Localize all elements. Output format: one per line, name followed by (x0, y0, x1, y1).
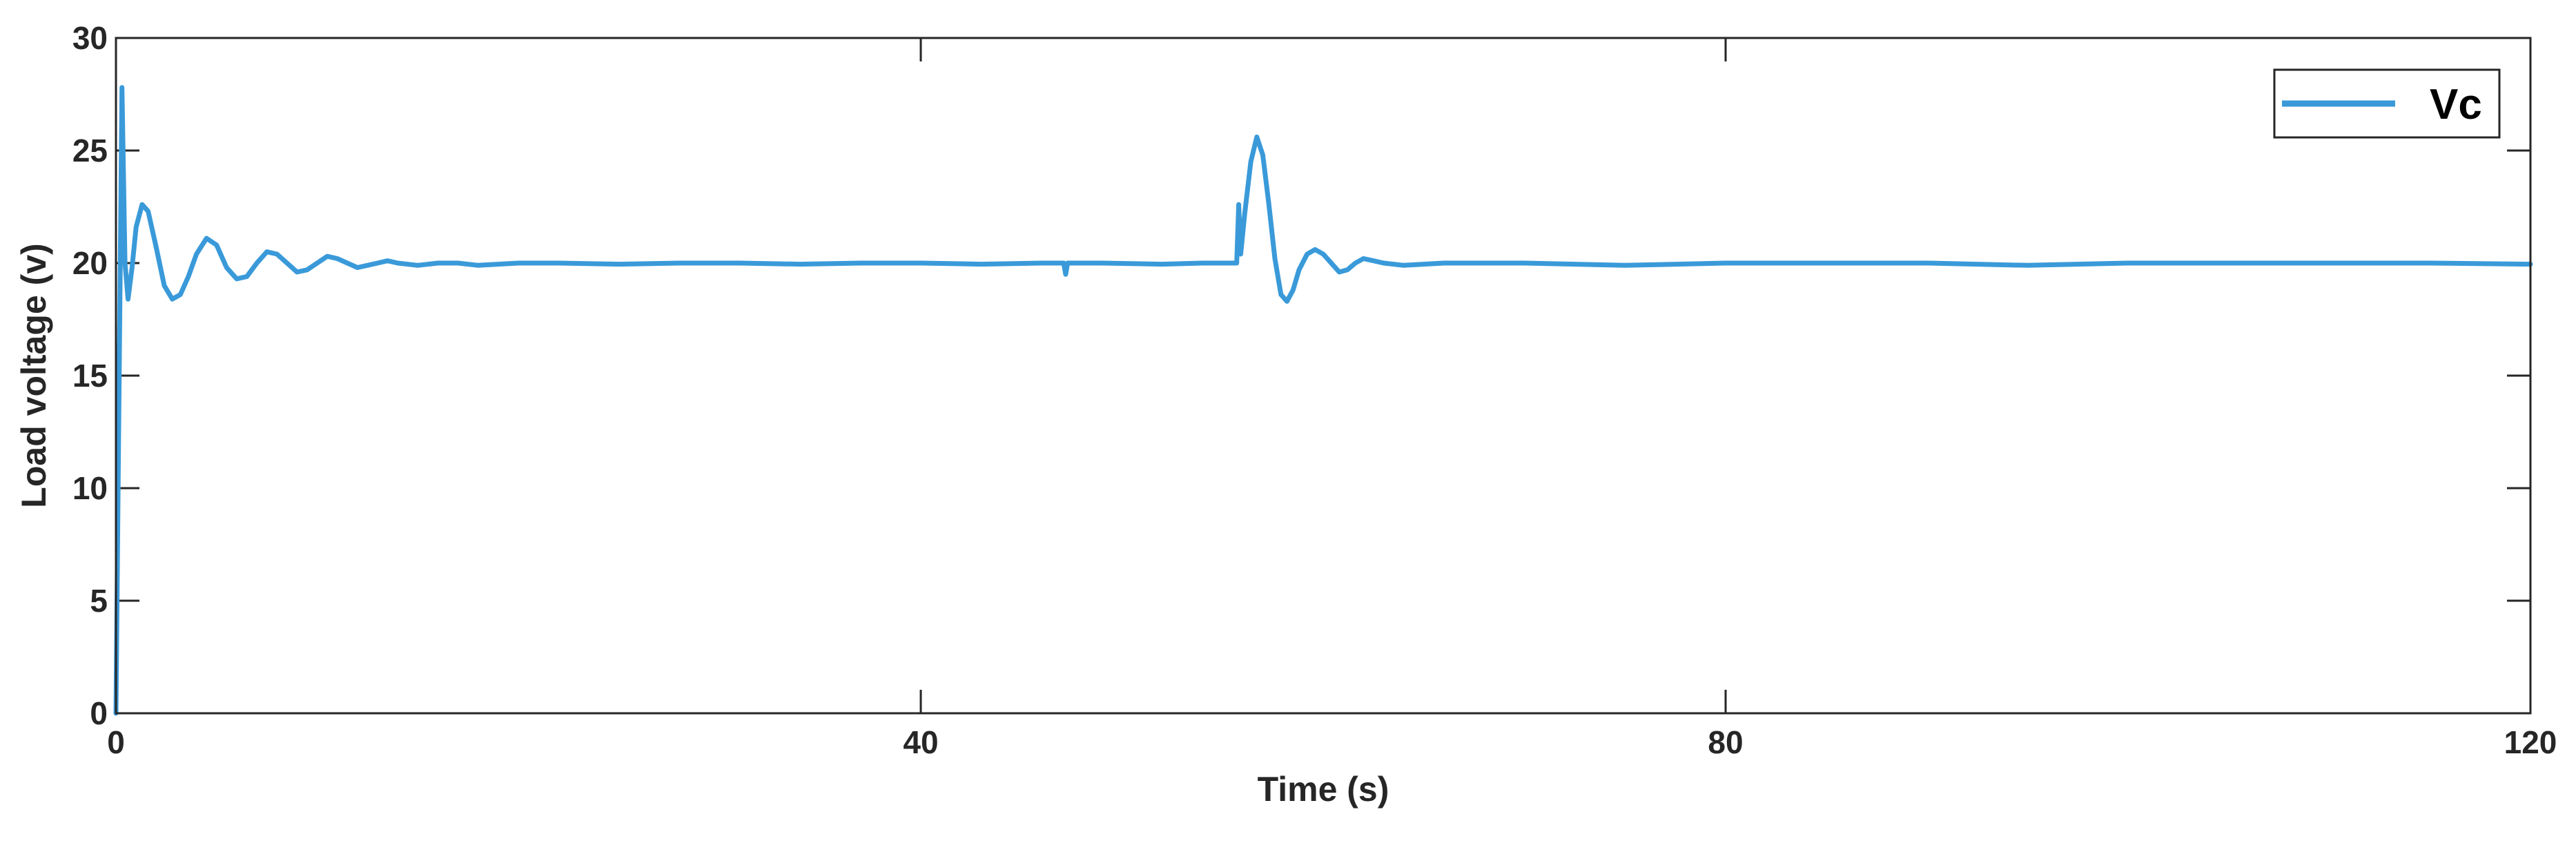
series-line-vc (113, 85, 2533, 716)
y-tick-label: 0 (90, 695, 108, 731)
plot-frame (115, 37, 2532, 715)
y-tick-label: 30 (72, 20, 108, 56)
tick-layer (115, 37, 2532, 715)
y-tick-label: 5 (90, 583, 108, 619)
x-tick-label: 40 (903, 724, 938, 760)
y-axis-label: Load voltage (v) (14, 243, 53, 508)
x-axis-label: Time (s) (1258, 770, 1389, 809)
legend[interactable]: Vc (2273, 68, 2501, 139)
x-tick-label: 120 (2504, 724, 2557, 760)
x-tick-label: 0 (107, 724, 125, 760)
series-layer (113, 85, 2533, 716)
y-tick-label: 15 (72, 358, 108, 394)
tick-label-layer: 0 40 80 120 0 5 10 15 20 25 30 (72, 20, 2557, 760)
y-tick-label: 25 (72, 133, 108, 168)
x-tick-label: 80 (1708, 724, 1743, 760)
y-tick-label: 20 (72, 245, 108, 281)
y-tick-label: 10 (72, 470, 108, 506)
legend-label-vc: Vc (2430, 81, 2482, 128)
